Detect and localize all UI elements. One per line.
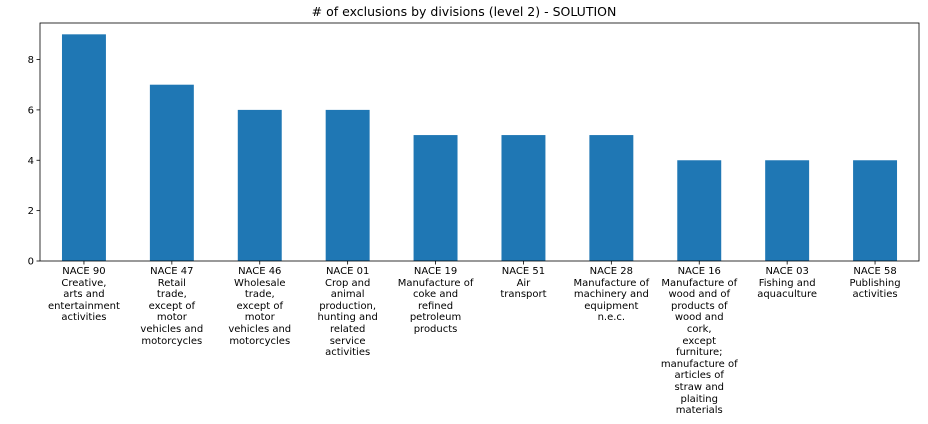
x-tick-label-6: NACE 28 Manufacture of machinery and equ… [573,266,650,324]
x-tick-label-5: NACE 51 Air transport [500,266,547,301]
x-tick-label-0: NACE 90 Creative, arts and entertainment… [47,266,120,324]
bar-4 [413,135,458,261]
x-tick-label-7: NACE 16 Manufacture of wood and of produ… [660,266,738,417]
y-tick-label-4: 8 [28,55,34,66]
chart-title: # of exclusions by divisions (level 2) -… [311,4,617,19]
bar-9 [853,160,898,261]
y-tick-label-3: 6 [28,105,34,116]
plot-frame [39,22,920,262]
bar-3 [325,109,370,261]
x-tick-label-3: NACE 01 Crop and animal production, hunt… [317,266,378,359]
bar-7 [677,160,722,261]
y-tick-label-0: 0 [28,257,34,268]
bar-1 [149,84,194,261]
y-tick-label-1: 2 [28,206,34,217]
bar-5 [501,135,546,261]
x-tick-label-2: NACE 46 Wholesale trade, except of motor… [228,266,292,347]
bar-0 [61,34,106,261]
bar-8 [765,160,810,261]
bar-6 [589,135,634,261]
x-tick-label-1: NACE 47 Retail trade, except of motor ve… [140,266,204,347]
x-tick-label-9: NACE 58 Publishing activities [849,266,901,301]
y-tick-label-2: 4 [28,156,34,167]
bar-2 [237,109,282,261]
x-tick-label-8: NACE 03 Fishing and aquaculture [757,266,818,301]
x-tick-label-4: NACE 19 Manufacture of coke and refined … [397,266,474,335]
